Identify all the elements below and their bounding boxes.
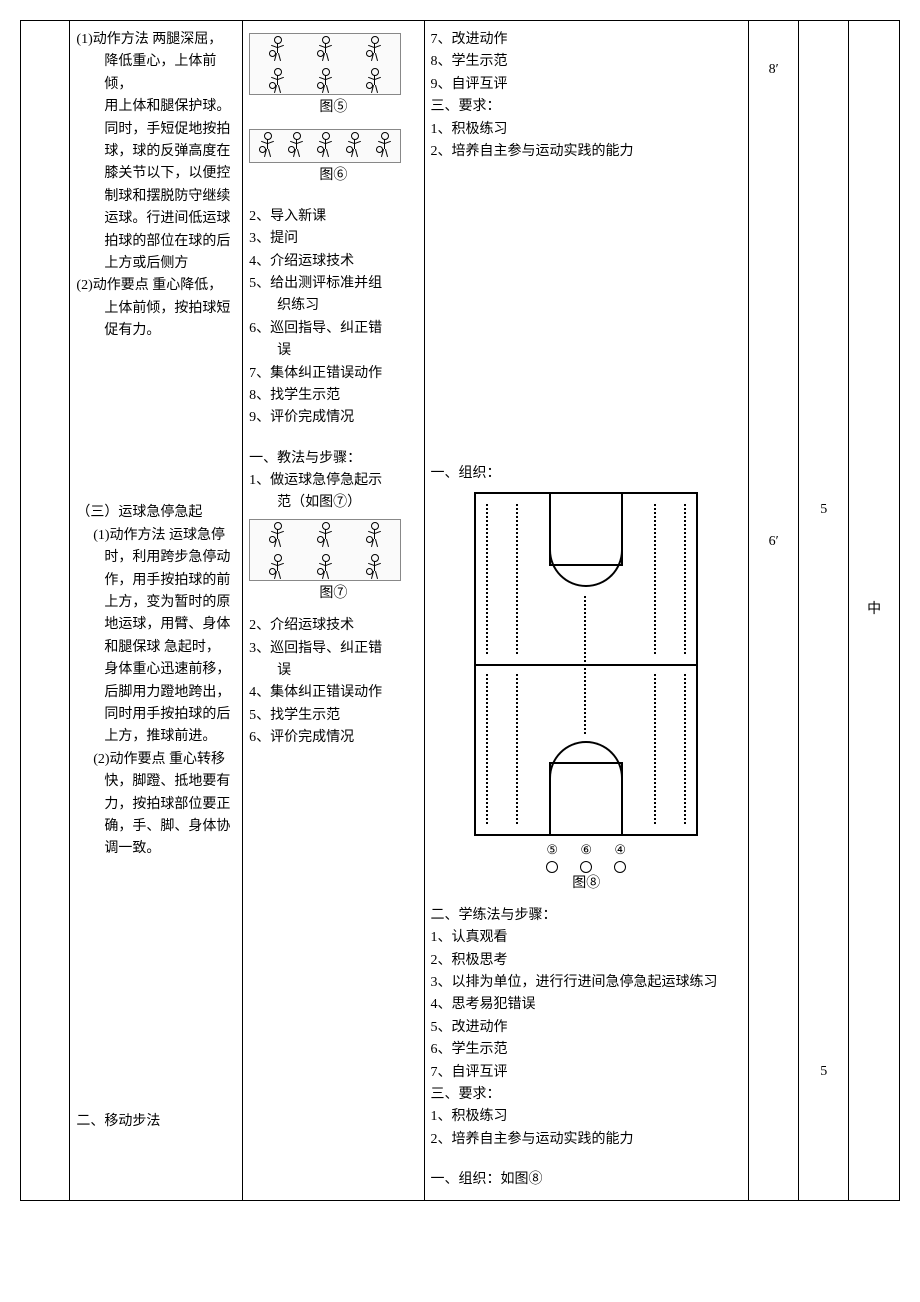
marker-6: ⑥ (580, 840, 592, 861)
c3-b-1b: 范（如图⑦） (249, 492, 417, 514)
c4-mid-title: 二、学练法与步骤： (431, 905, 742, 927)
c4-mid-7: 三、要求： (431, 1084, 742, 1106)
c3-a-8: 8、找学生示范 (249, 385, 417, 407)
c4-top-0: 7、改进动作 (431, 29, 742, 51)
c4-mid-9: 2、培养自主参与运动实践的能力 (431, 1129, 742, 1151)
col-time: 8′ 6′ (748, 21, 798, 1201)
lesson-plan-table: (1)动作方法 两腿深屈， 降低重心，上体前倾， 用上体和腿保护球。 同时，手短… (20, 20, 900, 1201)
c4-org-title: 一、组织： (431, 463, 742, 485)
c4-mid-4: 5、改进动作 (431, 1017, 742, 1039)
c4-top-1: 8、学生示范 (431, 51, 742, 73)
time-2: 6′ (755, 531, 792, 553)
fig7-caption: 图⑦ (249, 583, 417, 605)
c2-sec2-i1-l6: 运球。行进间低运球 (76, 208, 236, 230)
c4-end: 一、组织：如图⑧ (431, 1169, 742, 1191)
c2-sec3-i2-l0: 快，脚蹬、抵地要有 (76, 771, 236, 793)
c2-sec3-i1-title: (1)动作方法 运球急停 (76, 525, 236, 547)
court-markers: ⑤ ⑥ ④ (431, 840, 742, 873)
c3-c-0: 2、介绍运球技术 (249, 615, 417, 637)
marker-4: ④ (614, 840, 626, 861)
figure-7 (249, 519, 401, 581)
c4-top-4: 1、积极练习 (431, 119, 742, 141)
col-phase (21, 21, 70, 1201)
fig8-caption: 图⑧ (431, 873, 742, 895)
c3-b-title: 一、教法与步骤： (249, 448, 417, 470)
c3-a-3: 5、给出测评标准并组 (249, 273, 417, 295)
c3-c-3: 4、集体纠正错误动作 (249, 682, 417, 704)
c2-sec2-i1-l1: 用上体和腿保护球。 (76, 96, 236, 118)
c3-c-5: 6、评价完成情况 (249, 727, 417, 749)
c3-b-1: 1、做运球急停急起示 (249, 470, 417, 492)
col-intensity: 中 (849, 21, 900, 1201)
c3-a-1: 3、提问 (249, 228, 417, 250)
c2-sec3-i1-l3: 地运球，用臂、身体 (76, 614, 236, 636)
c2-sec3-i1-l0: 时，利用跨步急停动 (76, 547, 236, 569)
intensity: 中 (855, 599, 893, 621)
c4-mid-2: 3、以排为单位，进行行进间急停急起运球练习 (431, 972, 742, 994)
c2-sec2-i1-l4: 膝关节以下，以便控 (76, 163, 236, 185)
c2-sec3-i1-l6: 后脚用力蹬地跨出， (76, 682, 236, 704)
c2-sec2-i1-l0: 降低重心，上体前倾， (76, 51, 236, 96)
c4-mid-6: 7、自评互评 (431, 1062, 742, 1084)
c4-mid-3: 4、思考易犯错误 (431, 994, 742, 1016)
c2-sec2-i1-l2: 同时，手短促地按拍 (76, 119, 236, 141)
c2-sec2-i1-l5: 制球和摆脱防守继续 (76, 186, 236, 208)
c4-top-2: 9、自评互评 (431, 74, 742, 96)
c3-a-5: 6、巡回指导、纠正错 (249, 318, 417, 340)
c3-c-1: 3、巡回指导、纠正错 (249, 638, 417, 660)
c2-sec3-i2-title: (2)动作要点 重心转移 (76, 749, 236, 771)
c2-sec2-i2-title: (2)动作要点 重心降低， (76, 275, 236, 297)
reps-1: 5 (805, 499, 842, 521)
col-student-activity: 7、改进动作 8、学生示范 9、自评互评 三、要求： 1、积极练习 2、培养自主… (424, 21, 748, 1201)
figure-5 (249, 33, 401, 95)
c3-c-4: 5、找学生示范 (249, 705, 417, 727)
c2-sec3-i1-l1: 作，用手按拍球的前 (76, 570, 236, 592)
c2-sec2-i2-l0: 上体前倾，按拍球短 (76, 298, 236, 320)
c2-sec2-i1-l7: 拍球的部位在球的后 (76, 231, 236, 253)
figure-6 (249, 129, 401, 163)
c3-a-7: 7、集体纠正错误动作 (249, 363, 417, 385)
c2-sec3-i1-l7: 同时用手按拍球的后 (76, 704, 236, 726)
fig6-caption: 图⑥ (249, 165, 417, 187)
c3-c-2: 误 (249, 660, 417, 682)
c2-sec3-i2-l3: 调一致。 (76, 838, 236, 860)
c2-sec2-i1-l8: 上方或后侧方 (76, 253, 236, 275)
c2-sec2-i2-l1: 促有力。 (76, 320, 236, 342)
c3-a-9: 9、评价完成情况 (249, 407, 417, 429)
c2-sec3-i2-l2: 确，手、脚、身体协 (76, 816, 236, 838)
c2-sec3-i1-l5: 身体重心迅速前移， (76, 659, 236, 681)
c2-sec3-i1-l4: 和腿保球 急起时， (76, 637, 236, 659)
c3-a-2: 4、介绍运球技术 (249, 251, 417, 273)
c2-end: 二、移动步法 (76, 1111, 236, 1133)
c4-top-3: 三、要求： (431, 96, 742, 118)
c3-a-6: 误 (249, 340, 417, 362)
c2-sec3-i2-l1: 力，按拍球部位要正 (76, 794, 236, 816)
c3-a-0: 2、导入新课 (249, 206, 417, 228)
col-reps: 5 5 (799, 21, 849, 1201)
c4-mid-8: 1、积极练习 (431, 1106, 742, 1128)
c2-sec3-i1-l2: 上方，变为暂时的原 (76, 592, 236, 614)
fig5-caption: 图⑤ (249, 97, 417, 119)
c4-mid-0: 1、认真观看 (431, 927, 742, 949)
col-content: (1)动作方法 两腿深屈， 降低重心，上体前倾， 用上体和腿保护球。 同时，手短… (70, 21, 243, 1201)
reps-2: 5 (805, 1061, 842, 1083)
c4-mid-1: 2、积极思考 (431, 950, 742, 972)
c2-sec3-title: （三）运球急停急起 (76, 502, 236, 524)
c4-mid-5: 6、学生示范 (431, 1039, 742, 1061)
marker-5: ⑤ (546, 840, 558, 861)
c2-sec2-i1-l3: 球，球的反弹高度在 (76, 141, 236, 163)
c3-a-4: 织练习 (249, 295, 417, 317)
c2-sec3-i1-l8: 上方，推球前进。 (76, 726, 236, 748)
court-diagram (474, 492, 698, 836)
col-teaching-method: 图⑤ 图⑥ 2、导入新课 3、提问 4、介绍运球技术 5、给出测评标准并组 织练… (243, 21, 424, 1201)
time-1: 8′ (755, 59, 792, 81)
c4-top-5: 2、培养自主参与运动实践的能力 (431, 141, 742, 163)
c2-sec2-i1-title: (1)动作方法 两腿深屈， (76, 29, 236, 51)
